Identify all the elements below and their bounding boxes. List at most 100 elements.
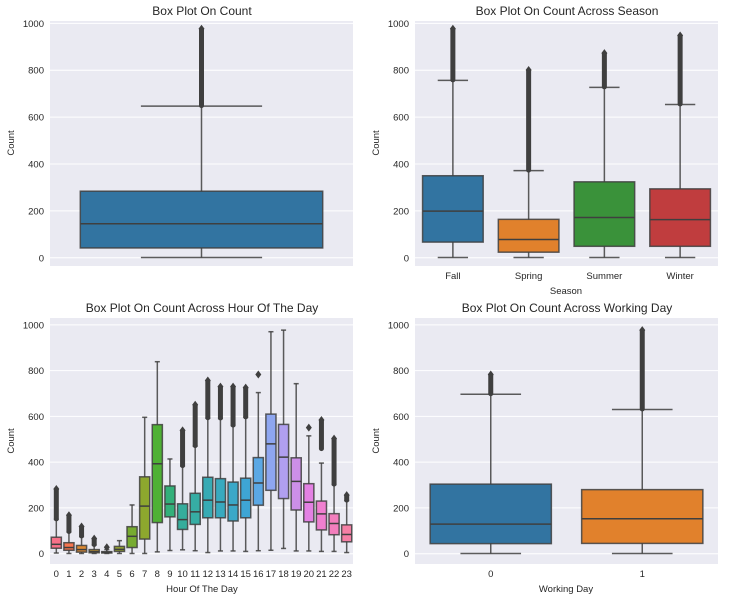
boxes [50,329,353,555]
box-12 [202,376,214,554]
outlier [230,382,237,391]
outlier [217,382,224,391]
y-ticks: 0 200 400 600 800 1000 [23,19,44,264]
y-axis-label: Count [371,130,382,156]
box-iqr [239,477,252,519]
y-tick-label: 400 [28,458,44,469]
x-tick-label: 17 [266,569,277,580]
box-iqr [421,174,484,243]
y-tick-label: 800 [393,366,409,377]
box-Spring [497,66,560,259]
box-1 [63,511,75,555]
y-tick-label: 0 [39,253,44,264]
outliers [488,372,494,397]
y-tick-label: 200 [28,206,44,217]
y-ticks: 0 200 400 600 800 1000 [388,19,409,264]
box-iqr [164,485,176,518]
box-8 [151,360,164,553]
chart-title: Box Plot On Count Across Season [476,4,659,18]
x-tick-label: 15 [240,569,251,580]
outliers [230,384,236,428]
chart-title: Box Plot On Count Across Working Day [462,301,673,315]
box-3 [88,534,100,555]
y-tick-label: 600 [393,412,409,423]
x-axis-label: Working Day [539,584,593,595]
x-tick-label: 22 [329,569,340,580]
y-tick-label: 1000 [23,19,44,30]
y-ticks: 0 200 400 600 800 1000 [388,320,409,560]
subplot-season: Box Plot On Count Across Season 0 200 400 6… [371,4,718,297]
boxes [421,24,712,259]
box-iqr [151,423,164,524]
outlier [103,543,110,552]
x-tick-label: 1 [640,569,645,580]
x-tick-label: 9 [167,569,172,580]
subplot-hour: Box Plot On Count Across Hour Of The Day… [6,301,353,595]
boxes [429,326,704,555]
outlier [525,66,532,74]
box-22 [328,434,340,553]
box-21 [315,416,328,553]
y-axis-label: Count [6,130,17,156]
x-tick-label: 2 [79,569,84,580]
box-1 [580,326,704,555]
box-iqr [138,476,151,540]
box-iqr [265,413,277,492]
y-ticks: 0 200 400 600 800 1000 [23,320,44,560]
outliers [331,436,337,487]
outliers [450,26,456,83]
boxes [79,24,324,259]
box-23 [340,491,353,554]
x-tick-label: 14 [228,569,239,580]
outlier [192,400,199,409]
box-7 [138,416,151,555]
y-tick-label: 600 [28,412,44,423]
outliers [180,428,186,469]
outliers [601,51,607,90]
box-20 [303,423,315,552]
box-4 [101,543,113,555]
box-0 [50,484,63,554]
x-axis-label: Hour Of The Day [166,584,238,595]
y-tick-label: 400 [393,160,409,171]
outlier [343,491,350,500]
box-iqr [649,188,712,248]
y-tick-label: 0 [404,549,409,560]
x-tick-label: 13 [215,569,226,580]
subplot-workingday: Box Plot On Count Across Working Day 0 20… [371,301,718,595]
outlier [78,522,85,531]
outliers [243,385,249,420]
box-13 [214,382,227,552]
y-tick-label: 600 [393,113,409,124]
box-iqr [277,423,290,500]
y-tick-label: 1000 [388,320,409,331]
outlier [318,416,325,425]
y-axis-label: Count [371,428,382,454]
box-iqr [340,524,353,543]
outlier [677,31,684,40]
outlier [198,24,205,33]
x-ticks: Fall Spring Summer Winter [445,271,694,282]
box-iqr [202,476,214,519]
outlier [487,370,494,379]
y-tick-label: 0 [39,549,44,560]
outliers [217,384,223,421]
box-iqr [580,488,704,545]
x-tick-label: 16 [253,569,264,580]
x-tick-label: Spring [515,271,542,282]
box-Winter [649,31,712,259]
subplot-count: Box Plot On Count 0 200 400 600 800 1000 Coun… [6,4,353,266]
outlier [305,423,312,432]
y-tick-label: 200 [393,503,409,514]
outlier [255,370,262,379]
x-tick-label: 4 [104,569,109,580]
box-iqr [497,218,560,253]
x-tick-label: 1 [66,569,71,580]
box-14 [227,382,239,552]
x-tick-label: 0 [54,569,59,580]
box-18 [277,329,290,550]
y-tick-label: 200 [28,503,44,514]
y-tick-label: 200 [393,206,409,217]
x-tick-label: 21 [316,569,327,580]
box-11 [189,400,201,552]
